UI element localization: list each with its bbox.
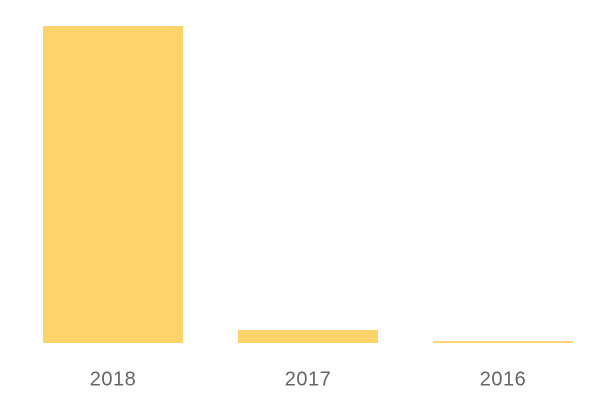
bar [43,26,183,343]
x-tick-label: 2017 [285,368,332,390]
bar [433,341,573,343]
bar [238,330,378,343]
x-tick-label: 2018 [90,368,137,390]
x-tick-label: 2016 [480,368,527,390]
